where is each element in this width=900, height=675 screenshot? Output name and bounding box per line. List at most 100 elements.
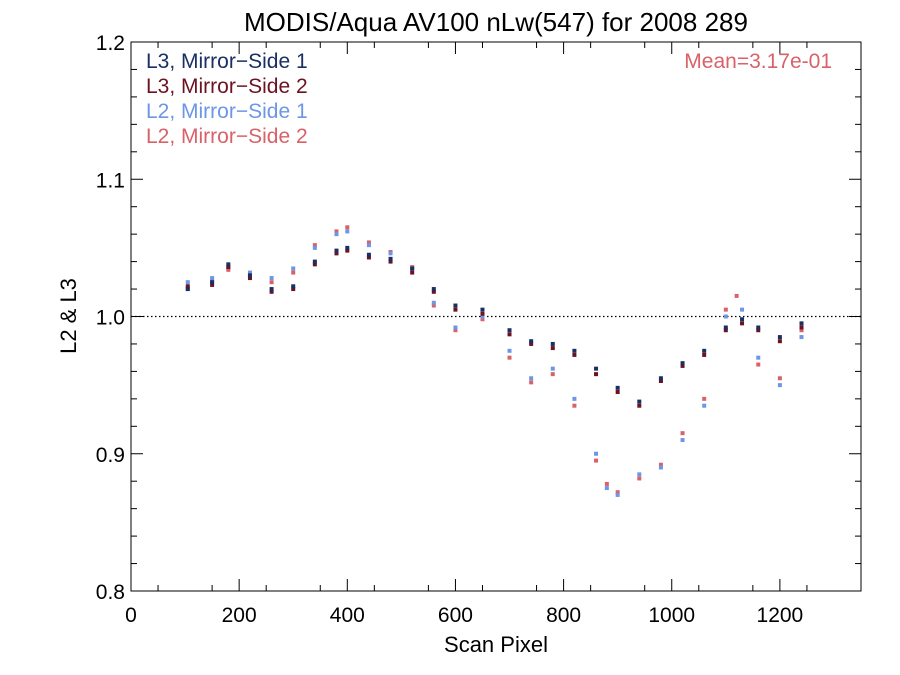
- data-point: [799, 335, 804, 340]
- data-point: [226, 262, 231, 267]
- data-point: [734, 293, 739, 298]
- data-point: [366, 240, 371, 245]
- data-point: [702, 403, 707, 408]
- data-point: [572, 403, 577, 408]
- data-point: [702, 352, 707, 357]
- x-tick-label: 600: [438, 604, 473, 627]
- data-point: [550, 341, 555, 346]
- data-point: [615, 490, 620, 495]
- data-point: [366, 255, 371, 260]
- data-point: [777, 383, 782, 388]
- data-point: [658, 465, 663, 470]
- data-point: [345, 229, 350, 234]
- data-point: [529, 341, 534, 346]
- data-point: [410, 266, 415, 271]
- data-point: [723, 328, 728, 333]
- data-point: [658, 376, 663, 381]
- data-point: [680, 363, 685, 368]
- data-point: [210, 282, 215, 287]
- legend-entry: L2, Mirror−Side 1: [146, 100, 308, 123]
- data-point: [756, 362, 761, 367]
- data-point: [388, 256, 393, 261]
- y-axis-ticks: 0.8 0.9 1.0 1.1 1.2: [96, 32, 861, 604]
- data-point: [291, 287, 296, 292]
- data-point: [507, 328, 512, 333]
- data-point: [247, 270, 252, 275]
- data-point: [366, 243, 371, 248]
- data-point: [604, 481, 609, 486]
- y-tick-label: 0.8: [96, 581, 125, 604]
- data-point: [777, 376, 782, 381]
- legend-entry: L3, Mirror−Side 2: [146, 75, 308, 98]
- data-point: [756, 355, 761, 360]
- data-point: [723, 314, 728, 319]
- data-point: [637, 399, 642, 404]
- legend-entry: L2, Mirror−Side 2: [146, 125, 308, 148]
- data-point: [312, 259, 317, 264]
- data-point: [334, 232, 339, 237]
- data-point: [185, 280, 190, 285]
- data-point: [334, 229, 339, 234]
- data-point: [637, 403, 642, 408]
- data-point: [550, 346, 555, 351]
- data-point: [507, 332, 512, 337]
- data-point: [291, 270, 296, 275]
- y-tick-label: 1.1: [96, 169, 125, 192]
- data-point: [637, 476, 642, 481]
- data-point: [756, 328, 761, 333]
- y-tick-label: 1.0: [96, 307, 125, 330]
- data-point: [291, 284, 296, 289]
- y-tick-label: 0.9: [96, 444, 125, 467]
- data-point: [453, 303, 458, 308]
- data-point: [431, 289, 436, 294]
- data-point: [431, 303, 436, 308]
- x-tick-label: 200: [222, 604, 257, 627]
- data-point: [312, 262, 317, 267]
- data-point: [777, 335, 782, 340]
- data-point: [658, 462, 663, 467]
- data-point: [226, 267, 231, 272]
- y-axis-label: L2 & L3: [56, 278, 81, 354]
- data-point: [594, 372, 599, 377]
- data-point: [740, 317, 745, 322]
- data-point: [210, 280, 215, 285]
- data-point: [345, 245, 350, 250]
- data-point: [799, 328, 804, 333]
- data-point: [291, 266, 296, 271]
- data-point: [345, 248, 350, 253]
- data-point: [480, 314, 485, 319]
- chart-title: MODIS/Aqua AV100 nLw(547) for 2008 289: [244, 7, 748, 37]
- x-tick-label: 800: [546, 604, 581, 627]
- data-point: [269, 289, 274, 294]
- data-point: [185, 284, 190, 289]
- x-tick-label: 400: [330, 604, 365, 627]
- data-point: [431, 287, 436, 292]
- x-tick-label: 0: [125, 604, 137, 627]
- data-point: [529, 339, 534, 344]
- x-axis-ticks: 0 200 400 600 800 1000 1200: [125, 42, 808, 627]
- series-3-points: [185, 229, 804, 497]
- data-point: [269, 287, 274, 292]
- data-point: [247, 273, 252, 278]
- data-point: [604, 486, 609, 491]
- data-point: [453, 307, 458, 312]
- data-point: [594, 366, 599, 371]
- data-point: [572, 396, 577, 401]
- data-point: [615, 385, 620, 390]
- data-point: [572, 348, 577, 353]
- data-point: [334, 248, 339, 253]
- data-point: [529, 380, 534, 385]
- legend: L3, Mirror−Side 1L3, Mirror−Side 2L2, Mi…: [146, 50, 308, 148]
- data-point: [799, 325, 804, 330]
- data-point: [312, 245, 317, 250]
- data-point: [334, 251, 339, 256]
- data-point: [756, 325, 761, 330]
- data-point: [550, 372, 555, 377]
- data-point: [269, 280, 274, 285]
- data-point: [507, 348, 512, 353]
- data-point: [210, 276, 215, 281]
- data-point: [658, 379, 663, 384]
- data-point: [366, 252, 371, 257]
- data-point: [480, 317, 485, 322]
